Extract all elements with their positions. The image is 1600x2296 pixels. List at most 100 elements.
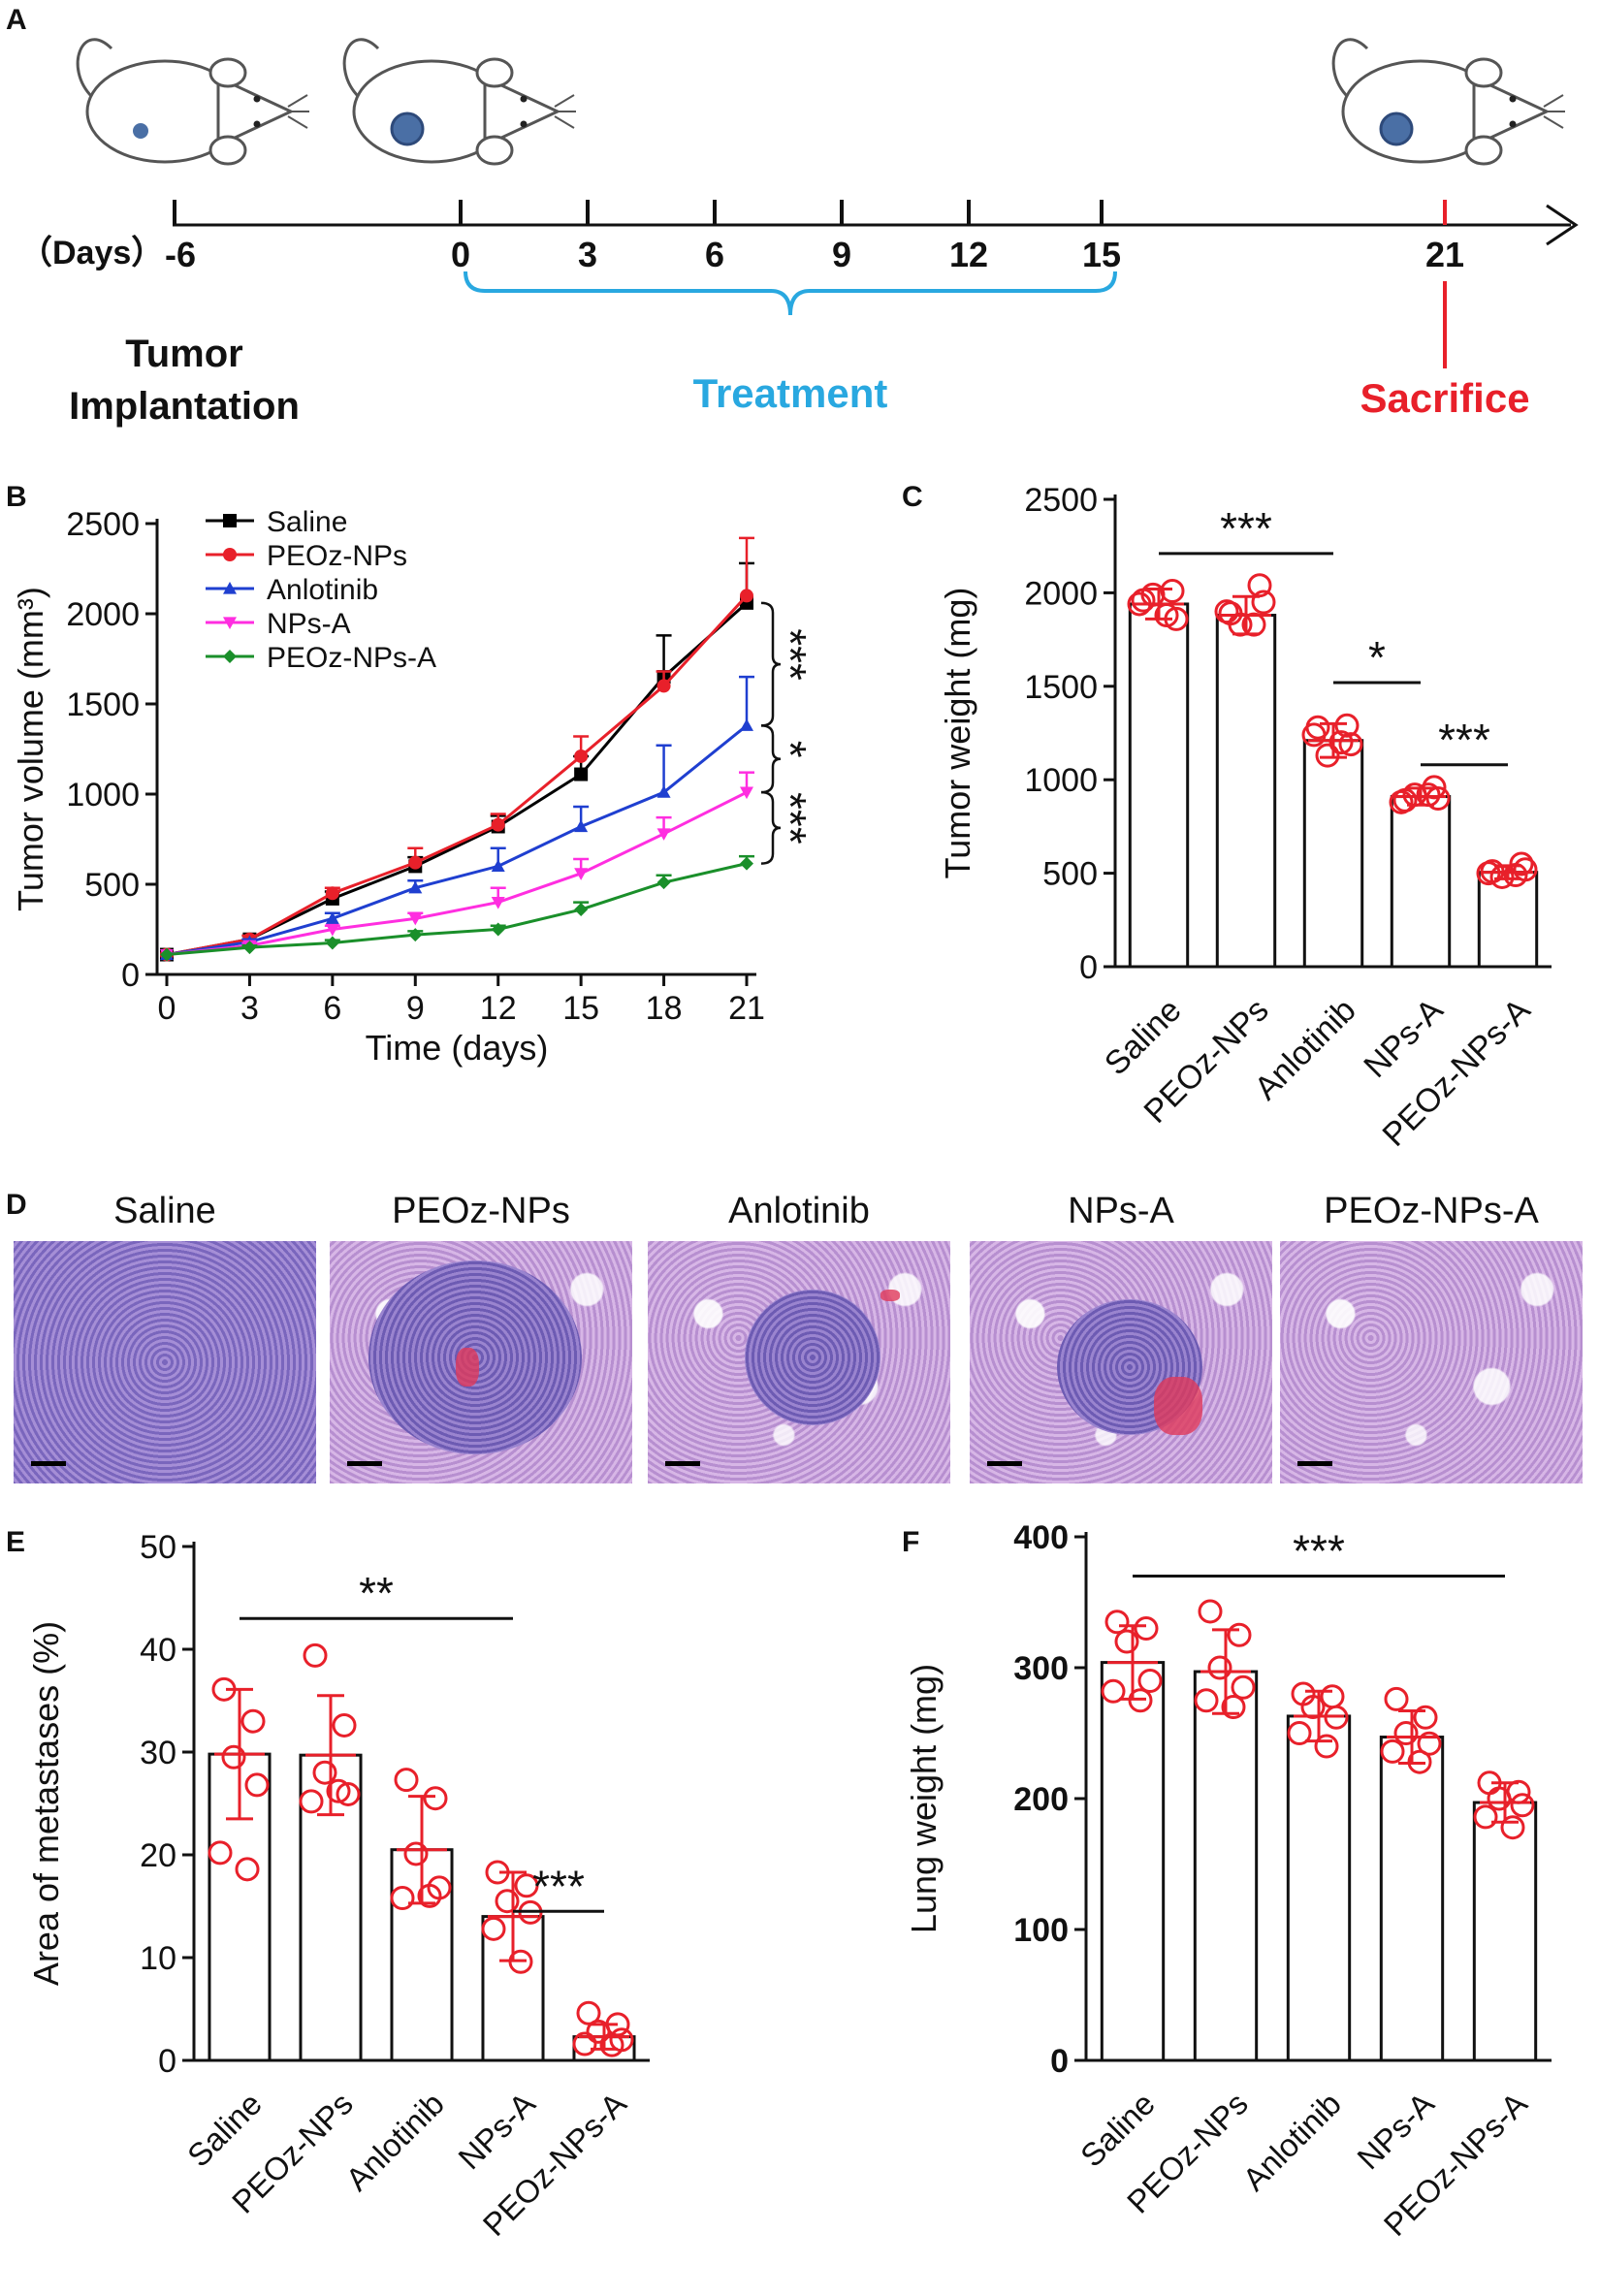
x-axis-label: Time (days) [366,1028,549,1068]
data-point [1194,1688,1219,1713]
y-tick-label: 50 [140,1529,176,1566]
histology-title-peoz-nps-a: PEOz-NPs-A [1324,1191,1539,1231]
bar [1302,739,1364,969]
tissue-texture [14,1241,316,1483]
data-point [1380,1738,1405,1764]
data-point [1393,1721,1419,1745]
x-tick-label: 18 [646,990,683,1027]
data-point [656,876,671,890]
data-point [1314,1734,1339,1759]
legend-label: Anlotinib [267,574,378,606]
bar [1472,1801,1538,2062]
x-tick-label: 21 [728,990,765,1027]
hemorrhage [456,1348,479,1387]
tumor-nodule [745,1290,880,1425]
data-point [1320,1684,1345,1709]
data-point [1127,591,1152,617]
data-point [1300,1695,1326,1719]
y-axis-label: Tumor volume (mm³) [11,587,50,911]
timeline-tick-label: 0 [451,235,470,274]
tumor-implantation-line1: Tumor [125,333,242,375]
sacrifice-label: Sacrifice [1360,375,1529,421]
histology-peoz-nps [330,1241,632,1483]
data-point [221,1744,246,1770]
data-point [574,767,589,781]
data-point [1134,1616,1159,1641]
data-point [1509,851,1534,877]
data-point [1227,1622,1252,1647]
x-tick-label: 15 [562,990,599,1027]
data-point [491,817,505,832]
histology-peoz-nps-a [1280,1241,1583,1483]
data-point [1407,1749,1432,1774]
data-point [1324,1705,1349,1730]
data-point [1413,1705,1438,1730]
data-point [1334,713,1360,738]
data-point [599,2032,624,2057]
data-point [1402,782,1427,808]
timeline-tick-label: 6 [705,235,724,274]
tumor-dot [133,123,148,139]
data-point [223,650,237,663]
data-point [403,1841,429,1866]
timeline-tick-label: 15 [1082,235,1121,274]
data-point [491,897,505,909]
series-line [166,724,748,957]
y-tick-label: 1500 [1024,669,1098,706]
significance-bracket [760,601,782,727]
tumor-dot [390,112,425,146]
y-tick-label: 0 [1050,2043,1069,2080]
y-axis-label: Tumor weight (mg) [938,588,977,879]
data-point [1476,861,1501,886]
data-point [390,1886,415,1911]
timeline-tick-label: 9 [832,235,851,274]
data-point [408,855,423,870]
legend-label: Saline [267,506,347,538]
significance-stars: *** [1220,503,1272,554]
data-point [491,922,505,937]
scale-bar [1297,1461,1332,1466]
bar [1286,1714,1352,2062]
bar [1379,1736,1445,2062]
tumor-implantation-line2: Implantation [69,385,300,428]
data-point [656,828,671,841]
data-point [394,1768,419,1793]
x-tick-label: Saline [180,2086,269,2174]
data-point [244,1772,270,1798]
hemorrhage [1154,1377,1202,1435]
y-tick-label: 2500 [1024,482,1098,519]
data-point [417,1883,442,1908]
panel-label-f: F [902,1526,919,1558]
data-point [1500,1815,1525,1840]
data-point [656,785,671,798]
data-point [1221,1695,1246,1719]
y-tick-label: 0 [158,2043,176,2080]
series-line [166,862,748,957]
data-point [1128,1688,1153,1713]
y-tick-label: 2000 [66,596,140,633]
tumor-dot [1379,112,1414,146]
data-point [1231,1674,1256,1700]
data-point [325,923,339,937]
data-point [303,1642,328,1668]
data-point [1251,590,1276,615]
data-point [514,1873,539,1898]
timeline-tick-label: 21 [1425,235,1464,274]
series-line [166,594,749,957]
data-point [1416,782,1441,808]
mouse-icon [76,38,309,166]
x-tick-label: Saline [1073,2086,1162,2174]
significance-stars: *** [765,628,816,681]
data-point [740,718,753,731]
legend-label: PEOz-NPs [267,540,407,572]
data-point [1503,863,1528,888]
data-point [1198,1599,1223,1624]
y-tick-label: 20 [140,1837,176,1874]
chart-b-tumor-volume: 0 500 1000 1500 2000 2500 0 3 6 9 12 15 18 21 Time (da… [11,506,816,1068]
y-tick-label: 30 [140,1735,176,1771]
y-tick-label: 1000 [1024,762,1098,799]
y-tick-label: 300 [1013,1650,1069,1687]
data-point [740,856,753,871]
data-point [576,2000,601,2025]
